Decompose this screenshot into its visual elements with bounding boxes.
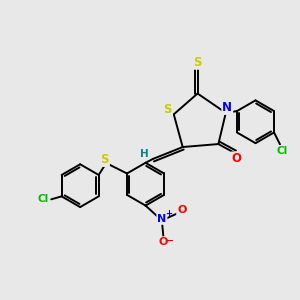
Text: O: O bbox=[177, 205, 187, 215]
Text: S: S bbox=[164, 103, 172, 116]
Text: O: O bbox=[231, 152, 241, 165]
Text: −: − bbox=[166, 236, 174, 245]
Text: Cl: Cl bbox=[277, 146, 288, 156]
Text: N: N bbox=[222, 101, 232, 114]
Text: +: + bbox=[165, 209, 172, 218]
Text: Cl: Cl bbox=[37, 194, 49, 204]
Text: S: S bbox=[193, 56, 202, 69]
Text: H: H bbox=[140, 148, 149, 159]
Text: S: S bbox=[100, 153, 109, 166]
Text: O: O bbox=[159, 237, 168, 247]
Text: N: N bbox=[157, 214, 167, 224]
